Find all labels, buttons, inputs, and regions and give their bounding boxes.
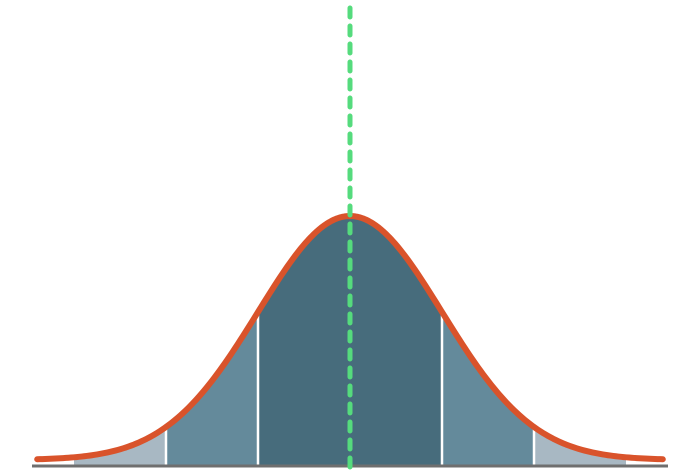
band-dividers <box>164 312 536 466</box>
